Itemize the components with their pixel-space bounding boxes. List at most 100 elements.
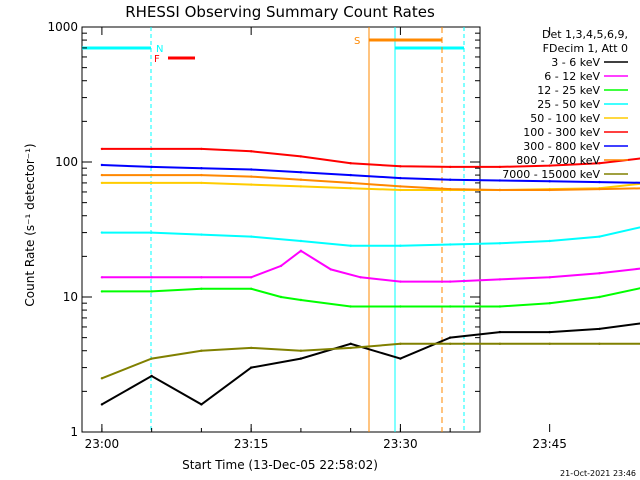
series-point-6-8 [498, 179, 502, 182]
timestamp: 21-Oct-2021 23:46 [560, 469, 636, 478]
series-point-1-9 [449, 280, 452, 283]
series-point-1-11 [548, 276, 551, 279]
series-point-2-10 [548, 302, 551, 305]
series-point-0-7 [449, 336, 452, 339]
series-point-6-0 [100, 163, 104, 167]
series-point-4-0 [100, 181, 104, 185]
series-point-4-6 [399, 188, 402, 192]
x-tick-label-0: 23:00 [85, 437, 120, 451]
series-point-6-3 [250, 168, 253, 171]
legend-label-4: 50 - 100 keV [530, 112, 600, 125]
series-point-7-5 [349, 181, 352, 185]
legend-label-7: 800 - 7000 keV [516, 154, 600, 167]
series-group [100, 147, 640, 406]
series-point-1-12 [598, 272, 601, 275]
series-point-8-4 [299, 349, 303, 352]
series-point-2-9 [498, 305, 502, 308]
series-line-6-0 [101, 164, 640, 184]
series-point-1-6 [329, 268, 332, 271]
series-point-0-10 [598, 327, 601, 331]
series-point-7-10 [598, 187, 601, 191]
series-point-2-11 [598, 295, 601, 299]
x-tick-label-3: 23:45 [532, 437, 567, 451]
series-point-8-3 [250, 346, 253, 350]
series-point-2-6 [349, 305, 352, 308]
series-point-1-2 [200, 276, 203, 279]
legend-header-0: Det 1,3,4,5,6,9, [542, 28, 628, 41]
y-tick-label-2: 100 [55, 155, 78, 169]
series-point-0-5 [349, 342, 352, 345]
series-point-2-8 [449, 305, 452, 308]
series-point-2-1 [150, 290, 153, 293]
series-point-8-5 [349, 346, 352, 350]
legend-label-5: 100 - 300 keV [523, 126, 600, 139]
legend-label-6: 300 - 800 keV [523, 140, 600, 153]
series-point-2-3 [250, 287, 253, 290]
series-point-5-10 [598, 162, 601, 165]
series-point-7-1 [150, 173, 153, 177]
series-point-3-9 [548, 239, 551, 243]
series-point-0-3 [250, 366, 253, 369]
series-point-2-5 [299, 298, 303, 302]
plot-border [81, 26, 481, 433]
series-point-0-4 [299, 357, 303, 360]
series-point-5-0 [100, 147, 104, 151]
series-point-0-2 [200, 403, 203, 406]
series-point-5-4 [299, 155, 303, 158]
series-point-4-2 [200, 181, 203, 185]
series-line-4-0 [101, 181, 640, 191]
x-axis-label: Start Time (13-Dec-05 22:58:02) [182, 458, 378, 472]
series-point-7-8 [498, 188, 502, 192]
legend-label-8: 7000 - 15000 keV [502, 168, 600, 181]
series-point-4-5 [349, 187, 352, 190]
series-point-1-0 [100, 276, 104, 279]
legend-label-3: 25 - 50 keV [537, 98, 600, 111]
legend: Det 1,3,4,5,6,9,FDecim 1, Att 03 - 6 keV… [502, 28, 628, 181]
series-point-6-4 [299, 171, 303, 174]
series-point-8-6 [399, 342, 402, 345]
series-point-0-1 [150, 374, 153, 378]
series-point-8-9 [548, 342, 551, 345]
series-point-7-7 [449, 187, 452, 191]
series-point-6-7 [449, 178, 452, 181]
series-point-3-0 [100, 231, 104, 234]
series-point-1-3 [250, 276, 253, 279]
series-point-1-5 [299, 249, 303, 252]
series-point-8-10 [598, 342, 601, 345]
series-point-2-0 [100, 290, 104, 293]
series-point-5-6 [399, 165, 402, 168]
series-point-4-3 [250, 183, 253, 186]
series-point-1-1 [150, 276, 153, 279]
x-tick-label-2: 23:30 [383, 437, 418, 451]
flare-flag-label: F [154, 54, 160, 65]
series-point-6-9 [548, 180, 551, 183]
series-point-7-9 [548, 188, 551, 192]
series-point-1-8 [399, 280, 402, 283]
series-point-8-0 [100, 377, 104, 380]
series-point-8-7 [449, 342, 452, 345]
series-point-6-1 [150, 165, 153, 169]
series-point-8-8 [498, 342, 502, 345]
series-point-6-6 [399, 176, 402, 180]
y-tick-label-1: 10 [63, 290, 78, 304]
series-point-3-1 [150, 231, 153, 234]
legend-label-1: 6 - 12 keV [544, 70, 600, 83]
series-point-2-7 [399, 305, 402, 308]
series-line-2-0 [101, 287, 640, 308]
series-point-7-3 [250, 175, 253, 178]
saa-flag-label: S [354, 36, 360, 47]
plot-frame [81, 26, 481, 433]
series-point-3-7 [449, 243, 452, 246]
series-line-3-0 [101, 226, 640, 247]
series-point-3-3 [250, 235, 253, 238]
series-point-5-2 [200, 147, 203, 151]
night-flag-label: N [156, 44, 163, 55]
observing-flags: NF S [82, 27, 465, 432]
series-point-5-1 [150, 147, 153, 151]
y-axis-label: Count Rate (s⁻¹ detector⁻¹) [23, 143, 37, 306]
chart-title: RHESSI Observing Summary Count Rates [125, 3, 435, 21]
series-point-5-8 [498, 165, 502, 169]
series-point-8-2 [200, 349, 203, 352]
